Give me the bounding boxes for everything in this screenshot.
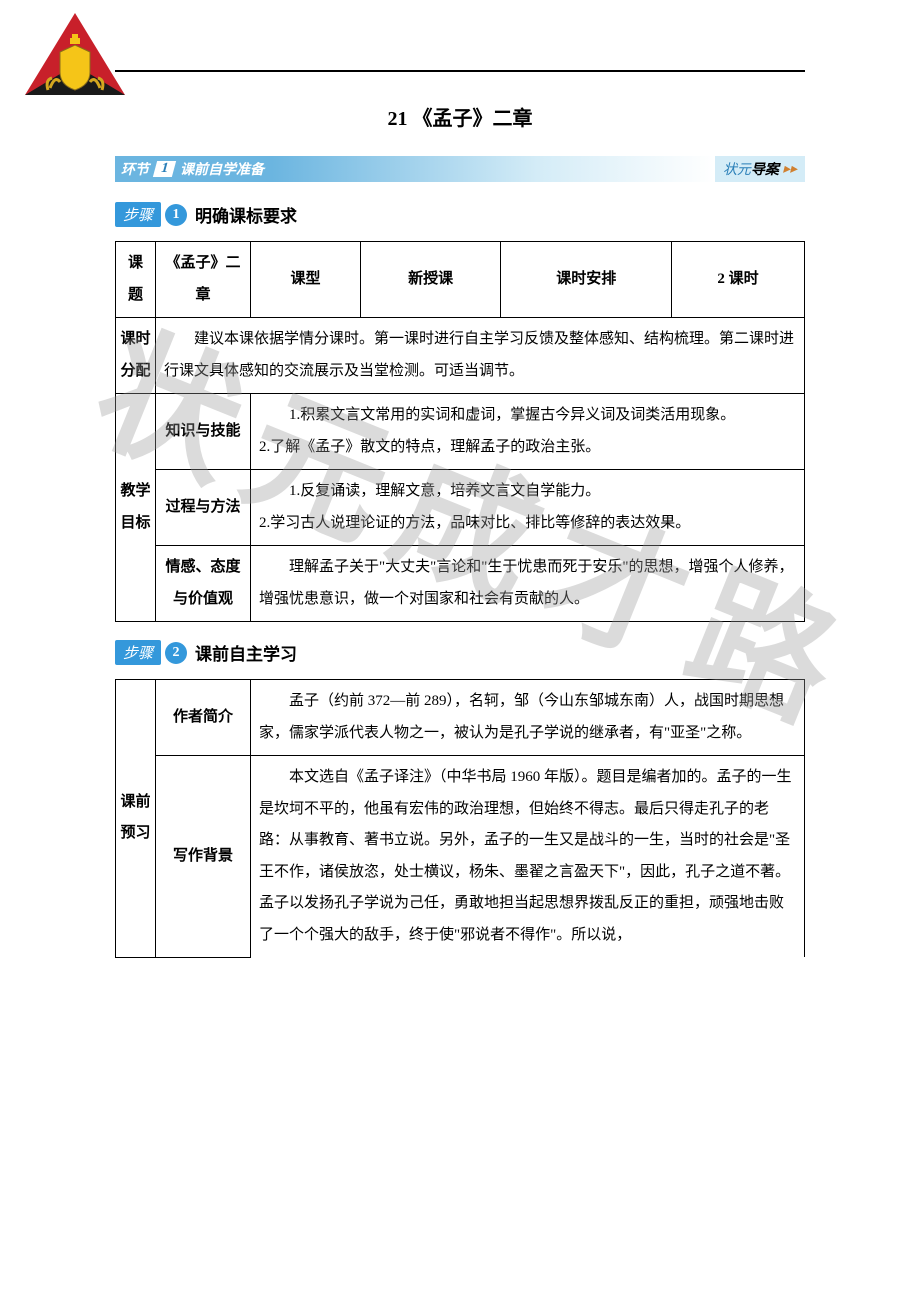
th-topic: 课题 <box>116 242 156 318</box>
step-number-circle: 2 <box>165 642 187 664</box>
goal-text-2: 理解孟子关于"大丈夫"言论和"生于忧患而死于安乐"的思想，增强个人修养，增强忧患… <box>251 546 805 622</box>
banner-label: 环节 <box>121 159 149 179</box>
top-divider <box>115 70 805 72</box>
document-title: 21 《孟子》二章 <box>115 102 805 131</box>
step-2-header: 步骤 2 课前自主学习 <box>115 640 805 665</box>
goal-sub-2: 情感、态度与价值观 <box>156 546 251 622</box>
goal-text-0: 1.积累文言文常用的实词和虚词，掌握古今异义词及词类活用现象。 2.了解《孟子》… <box>251 394 805 470</box>
goals-label: 教学目标 <box>116 394 156 622</box>
step-title: 明确课标要求 <box>195 202 297 227</box>
th-type: 课型 <box>251 242 361 318</box>
step-number-circle: 1 <box>165 204 187 226</box>
table-prestudy: 课前预习 作者简介 孟子（约前 372—前 289），名轲，邹（今山东邹城东南）… <box>115 679 805 958</box>
prestudy-label: 课前预习 <box>116 680 156 958</box>
step-title: 课前自主学习 <box>195 640 297 665</box>
banner-right-bold: 导案 <box>751 159 779 179</box>
prestudy-sub-1: 写作背景 <box>156 756 251 958</box>
goal-sub-0: 知识与技能 <box>156 394 251 470</box>
prestudy-sub-0: 作者简介 <box>156 680 251 756</box>
th-period-val: 2 课时 <box>672 242 805 318</box>
goal-text-1: 1.反复诵读，理解文意，培养文言文自学能力。 2.学习古人说理论证的方法，品味对… <box>251 470 805 546</box>
section-banner: 环节 1 课前自学准备 状元导案▸▸ <box>115 156 805 182</box>
goal-sub-1: 过程与方法 <box>156 470 251 546</box>
th-topic-val: 《孟子》二章 <box>156 242 251 318</box>
th-period: 课时安排 <box>501 242 672 318</box>
step-badge: 步骤 <box>115 640 161 665</box>
step-1-header: 步骤 1 明确课标要求 <box>115 202 805 227</box>
banner-left-text: 课前自学准备 <box>180 159 264 179</box>
step-badge: 步骤 <box>115 202 161 227</box>
banner-right-prefix: 状元 <box>723 159 751 179</box>
banner-arrow-icon: ▸▸ <box>783 161 797 178</box>
th-type-val: 新授课 <box>360 242 500 318</box>
row-keshi-label: 课时分配 <box>116 318 156 394</box>
prestudy-text-0: 孟子（约前 372—前 289），名轲，邹（今山东邹城东南）人，战国时期思想家，… <box>251 680 805 756</box>
table-objectives: 课题 《孟子》二章 课型 新授课 课时安排 2 课时 课时分配 建议本课依据学情… <box>115 241 805 622</box>
logo-emblem <box>20 10 130 100</box>
banner-number: 1 <box>153 161 176 177</box>
row-keshi-text: 建议本课依据学情分课时。第一课时进行自主学习反馈及整体感知、结构梳理。第二课时进… <box>156 318 805 394</box>
prestudy-text-1: 本文选自《孟子译注》（中华书局 1960 年版）。题目是编者加的。孟子的一生是坎… <box>251 756 805 958</box>
